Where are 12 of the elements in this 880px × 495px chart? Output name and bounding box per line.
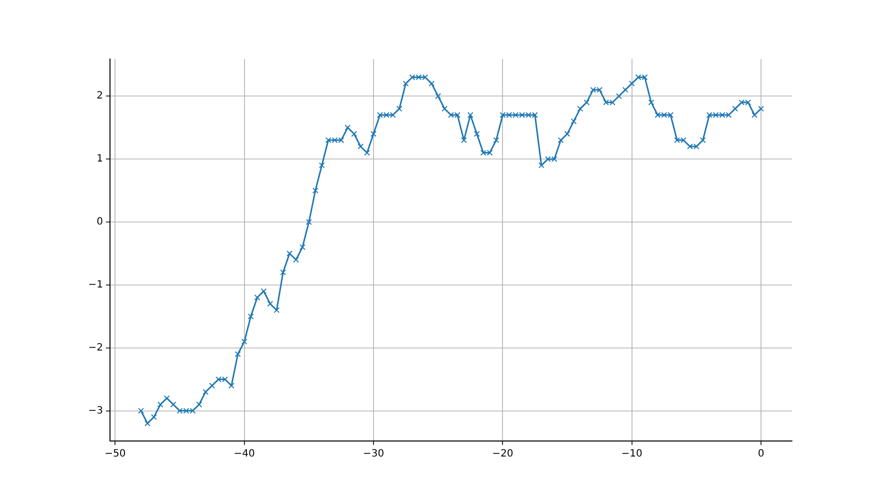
x-tick-label: 0 xyxy=(758,448,764,460)
x-tick-label: −20 xyxy=(492,448,514,460)
y-tick-label: 0 xyxy=(96,216,103,228)
y-tick-label: 1 xyxy=(96,154,103,165)
x-tick-label: −30 xyxy=(362,448,384,460)
y-tick-label: −1 xyxy=(88,280,103,291)
x-tick-label: −50 xyxy=(104,448,126,460)
y-tick-label: −2 xyxy=(88,342,103,354)
y-tick-label: 2 xyxy=(96,90,103,102)
x-tick-label: −10 xyxy=(621,448,642,460)
x-tick-label: −40 xyxy=(234,448,255,460)
y-tick-label: −3 xyxy=(88,405,103,416)
